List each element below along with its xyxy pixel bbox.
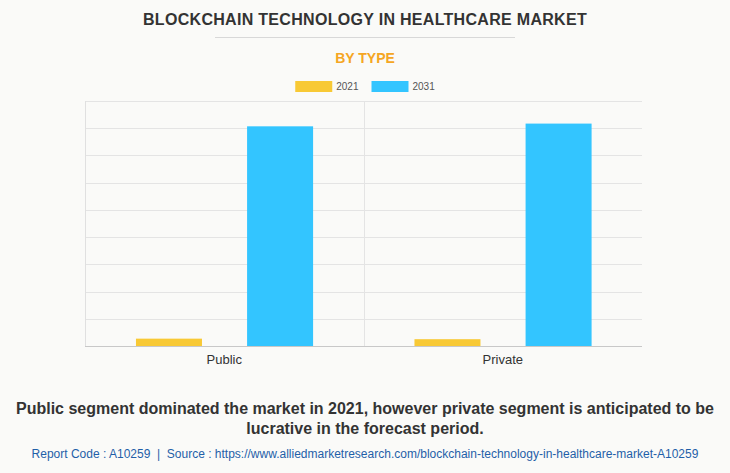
bars	[136, 124, 592, 346]
caption-line: lucrative in the forecast period.	[246, 420, 483, 437]
title-rule	[215, 37, 515, 38]
bar	[414, 339, 480, 346]
subtitle: BY TYPE	[335, 50, 395, 66]
title: BLOCKCHAIN TECHNOLOGY IN HEALTHCARE MARK…	[143, 11, 587, 28]
chart-root: BLOCKCHAIN TECHNOLOGY IN HEALTHCARE MARK…	[0, 0, 730, 473]
y-axis-line	[85, 101, 86, 346]
bar	[136, 339, 202, 346]
category-separator	[364, 101, 365, 346]
footer: Report Code : A10259 | Source : https://…	[32, 447, 699, 461]
bar	[247, 126, 313, 346]
background	[0, 0, 730, 473]
caption: Public segment dominated the market in 2…	[16, 400, 714, 437]
grid-line	[85, 101, 642, 102]
baseline	[85, 346, 642, 347]
bar	[526, 124, 592, 346]
legend-swatch	[372, 81, 409, 92]
legend-label: 2021	[336, 81, 359, 92]
x-tick-label: Private	[483, 352, 523, 367]
legend: 2021 2031	[295, 81, 435, 92]
x-tick-label: Public	[207, 352, 243, 367]
legend-swatch	[295, 81, 332, 92]
chart-svg: BLOCKCHAIN TECHNOLOGY IN HEALTHCARE MARK…	[0, 0, 730, 473]
caption-line: Public segment dominated the market in 2…	[16, 400, 714, 417]
legend-label: 2031	[413, 81, 436, 92]
